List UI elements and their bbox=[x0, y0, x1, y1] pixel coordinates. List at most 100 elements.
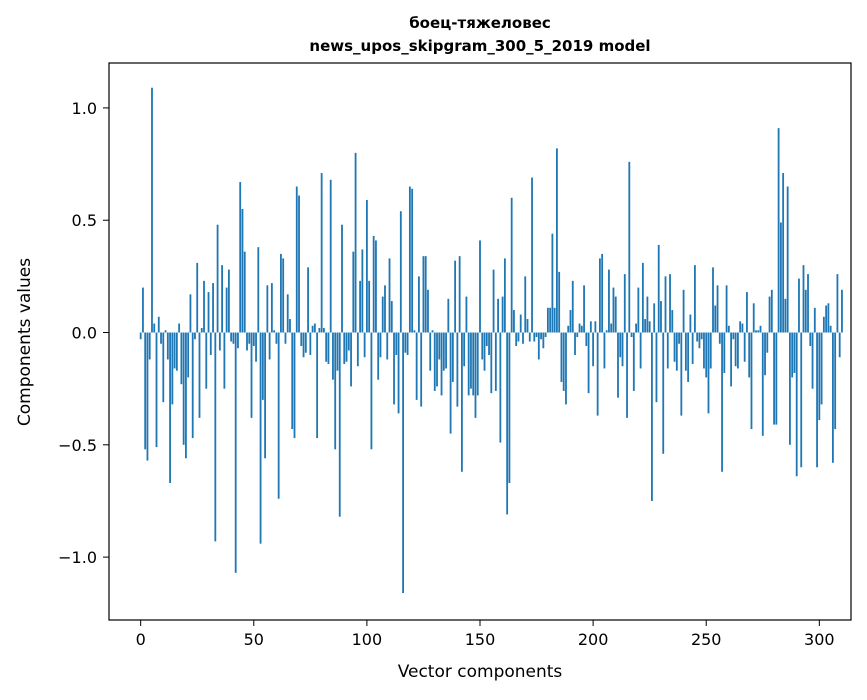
bar bbox=[517, 332, 520, 342]
bar bbox=[698, 332, 701, 349]
bar bbox=[379, 332, 382, 358]
bar bbox=[381, 296, 384, 333]
bar bbox=[764, 332, 766, 376]
bar bbox=[289, 319, 291, 333]
bar bbox=[325, 332, 328, 362]
bar bbox=[736, 332, 739, 369]
bar bbox=[293, 332, 296, 439]
bar bbox=[757, 330, 760, 333]
bar bbox=[709, 332, 712, 369]
bar bbox=[739, 321, 742, 333]
bar bbox=[470, 332, 472, 389]
x-tick-label: 0 bbox=[136, 630, 146, 649]
bar bbox=[773, 332, 775, 425]
bar bbox=[390, 301, 393, 333]
bar bbox=[836, 274, 839, 333]
bar bbox=[341, 224, 343, 333]
bar bbox=[327, 332, 330, 364]
bar bbox=[264, 332, 266, 459]
bar bbox=[687, 332, 690, 382]
bar bbox=[164, 330, 167, 333]
bar bbox=[329, 179, 332, 333]
bar bbox=[551, 233, 554, 333]
bar bbox=[332, 332, 334, 380]
bar bbox=[162, 332, 165, 403]
bar bbox=[399, 211, 402, 333]
bar bbox=[365, 200, 368, 333]
bar bbox=[610, 323, 613, 333]
bar bbox=[418, 276, 420, 333]
bar bbox=[838, 332, 841, 358]
bar bbox=[431, 330, 434, 333]
bar bbox=[718, 332, 721, 344]
bar bbox=[221, 265, 224, 333]
bar bbox=[223, 332, 226, 389]
bar bbox=[612, 287, 615, 333]
y-tick-label: 0.5 bbox=[72, 211, 97, 230]
bar bbox=[248, 332, 251, 344]
x-tick-label: 250 bbox=[691, 630, 722, 649]
bar bbox=[372, 235, 375, 333]
bar bbox=[571, 280, 574, 333]
bar bbox=[542, 332, 545, 349]
bar bbox=[779, 222, 782, 333]
chart-title: боец-тяжеловес bbox=[409, 14, 551, 32]
bar bbox=[723, 332, 726, 373]
bar bbox=[813, 307, 816, 333]
bar bbox=[553, 307, 556, 333]
bar bbox=[662, 332, 665, 454]
bar bbox=[397, 332, 400, 414]
bar bbox=[280, 253, 282, 333]
bar bbox=[522, 332, 524, 344]
bar bbox=[576, 332, 579, 338]
bar bbox=[621, 332, 624, 367]
x-axis-label: Vector components bbox=[398, 662, 563, 682]
bar bbox=[669, 274, 671, 333]
x-tick-label: 50 bbox=[244, 630, 264, 649]
bar bbox=[175, 332, 178, 371]
bar bbox=[300, 332, 303, 346]
bar bbox=[673, 332, 676, 362]
bar bbox=[384, 285, 386, 333]
bar bbox=[655, 332, 658, 403]
bar bbox=[515, 332, 518, 346]
bar bbox=[684, 332, 687, 371]
bar bbox=[216, 224, 219, 333]
bar bbox=[488, 332, 490, 355]
bar bbox=[540, 332, 542, 340]
bar bbox=[589, 321, 592, 333]
bar bbox=[415, 332, 418, 400]
bar bbox=[214, 332, 217, 542]
y-axis: −1.0 −0.5 0.0 0.5 1.0 bbox=[58, 99, 109, 567]
bar bbox=[755, 330, 757, 333]
bar bbox=[734, 332, 737, 367]
bar bbox=[531, 177, 533, 333]
bar bbox=[461, 332, 463, 472]
bar bbox=[148, 332, 151, 360]
bar bbox=[218, 332, 221, 351]
bar bbox=[594, 321, 597, 333]
bar bbox=[770, 289, 773, 333]
bar bbox=[458, 256, 461, 333]
bar bbox=[546, 307, 549, 333]
bar bbox=[311, 325, 314, 333]
bar bbox=[209, 332, 212, 355]
bar bbox=[445, 332, 447, 369]
bar bbox=[402, 332, 404, 594]
bar bbox=[603, 332, 606, 369]
bar bbox=[259, 332, 262, 544]
bar bbox=[732, 332, 735, 340]
bar bbox=[142, 287, 144, 333]
bar bbox=[338, 332, 341, 517]
bar bbox=[189, 294, 192, 333]
bar bbox=[408, 186, 411, 333]
bar bbox=[413, 330, 416, 333]
bar bbox=[558, 271, 561, 333]
bar bbox=[207, 292, 210, 333]
bar bbox=[766, 332, 769, 353]
bar bbox=[273, 330, 276, 333]
bar bbox=[456, 332, 459, 407]
bar bbox=[653, 303, 656, 333]
bar bbox=[829, 325, 832, 333]
